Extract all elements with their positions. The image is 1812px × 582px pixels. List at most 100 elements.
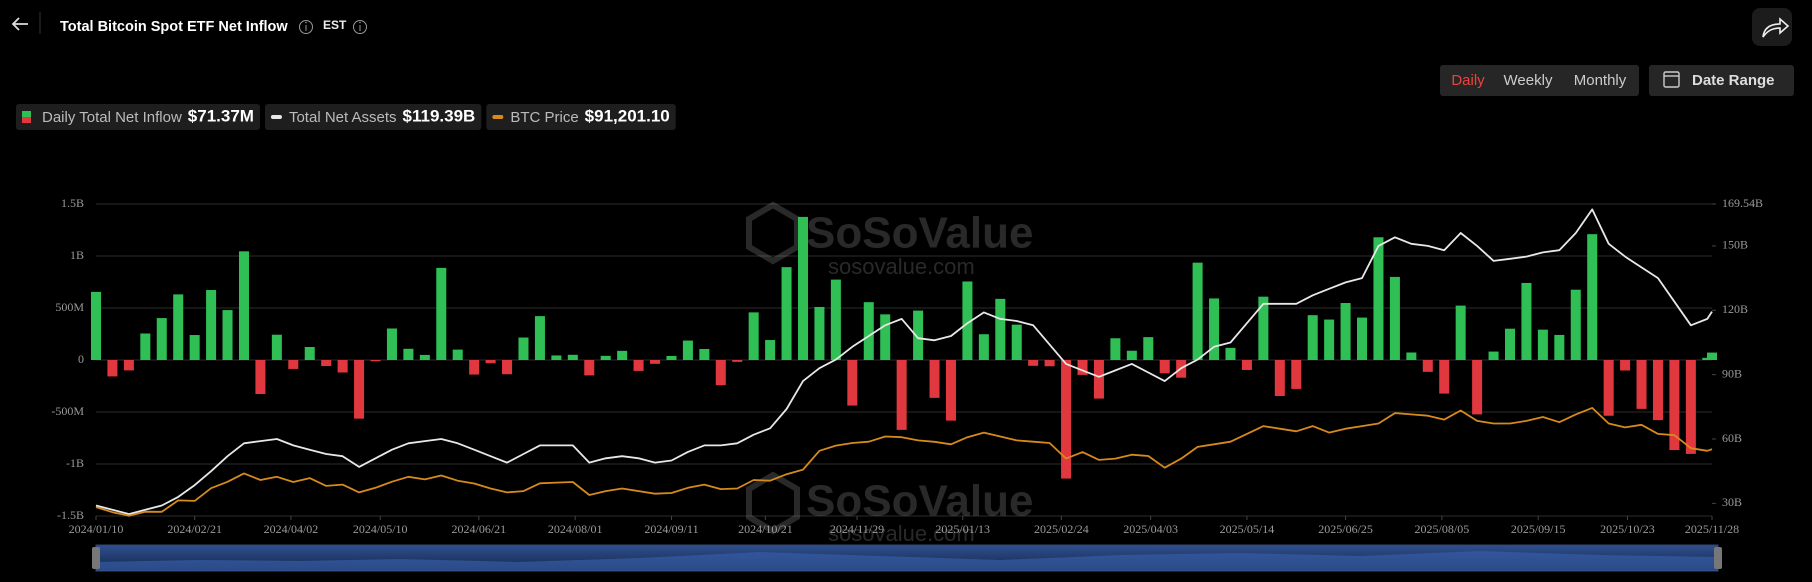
watermark: SoSoValue [806,477,1033,526]
bar [189,335,200,360]
bar [797,216,809,360]
bar [715,360,726,386]
legend-name: Total Net Assets [289,109,397,126]
bar [222,310,233,360]
legend-chip [486,104,676,130]
bar [123,360,134,371]
x-tick-label: 2024/05/10 [353,522,408,536]
bar [551,355,562,360]
bar [913,310,924,360]
bar [666,355,677,360]
bar [896,360,907,430]
bar [765,340,776,360]
x-tick-label: 2025/05/14 [1220,522,1275,536]
legend-chip [16,104,260,130]
x-tick-label: 2024/11/29 [830,522,884,536]
bar [600,355,611,360]
bar [1603,360,1614,416]
range-navigator[interactable] [92,544,1722,572]
bar [1472,360,1483,415]
bar [370,360,381,362]
bar [1110,338,1121,360]
x-tick-label: 2024/09/11 [644,522,698,536]
bar [1340,303,1351,360]
page-title: Total Bitcoin Spot ETF Net Inflow [60,19,288,35]
bar [682,340,693,360]
info-icon[interactable] [353,20,367,34]
legend-swatch [22,111,31,117]
legend-name: Daily Total Net Inflow [42,109,182,126]
y2-tick-label: 60B [1722,431,1742,445]
back-button[interactable] [11,17,28,31]
bar [1093,360,1104,399]
bar [1061,360,1072,479]
bar [419,354,430,360]
period-option[interactable]: Weekly [1504,72,1553,89]
bar [1241,360,1252,370]
bar [304,347,315,360]
x-tick-label: 2024/02/21 [167,522,222,536]
bar [1126,350,1137,360]
bar [354,360,365,419]
legend-name: BTC Price [510,109,578,126]
watermark: SoSoValue [806,209,1033,258]
bar [617,350,628,360]
bar [1357,317,1368,360]
legend-value: $71.37M [188,106,254,125]
bar [699,348,710,360]
bar [650,360,661,364]
share-button[interactable] [1752,8,1792,46]
x-tick-label: 2024/10/21 [738,522,793,536]
period-option[interactable]: Daily [1451,72,1485,89]
bar [1652,360,1663,421]
legend-item[interactable]: BTC Price $91,201.10 [486,104,676,130]
bar [1192,262,1203,360]
bar [1570,289,1581,360]
bar [1143,337,1154,360]
x-tick-label: 2025/09/15 [1511,522,1566,536]
y-tick-label: -500M [51,404,84,418]
bar [584,360,595,376]
bar [156,318,167,360]
legend-item[interactable]: Total Net Assets $119.39B [264,104,482,130]
bar [452,349,463,360]
bar [518,337,529,360]
bar [1159,360,1170,374]
bar [469,360,480,375]
bar [255,360,266,395]
x-tick-label: 2025/01/13 [935,522,990,536]
bar [748,312,759,360]
bar [978,334,989,360]
period-option[interactable]: Monthly [1574,72,1627,89]
bar [1439,360,1450,394]
bar [1504,328,1516,360]
bar [929,360,940,398]
bar [1685,360,1696,454]
y-tick-label: -1B [66,456,84,470]
x-tick-label: 2025/08/05 [1415,522,1470,536]
legend-item[interactable]: Daily Total Net Inflow $71.37M [16,104,260,130]
bar [1554,334,1565,360]
bar [1706,352,1718,360]
bar [1669,360,1680,451]
bar [288,360,299,369]
timezone: EST [323,18,347,32]
bar [90,291,102,360]
bar [1537,329,1548,360]
bar [173,294,184,360]
y-tick-label: 0 [78,352,84,366]
y2-tick-label: 150B [1722,238,1748,252]
bar [1011,324,1022,360]
bar [403,348,414,360]
bar [1422,360,1433,372]
y2-tick-label: 90B [1722,366,1742,380]
bar [962,281,973,360]
x-tick-label: 2024/04/02 [264,522,319,536]
bar [1209,298,1220,360]
date-range-button[interactable]: Date Range [1649,65,1794,96]
bar [1258,296,1269,360]
bar [1636,360,1647,409]
x-tick-label: 2024/06/21 [452,522,507,536]
info-icon[interactable] [299,20,313,34]
